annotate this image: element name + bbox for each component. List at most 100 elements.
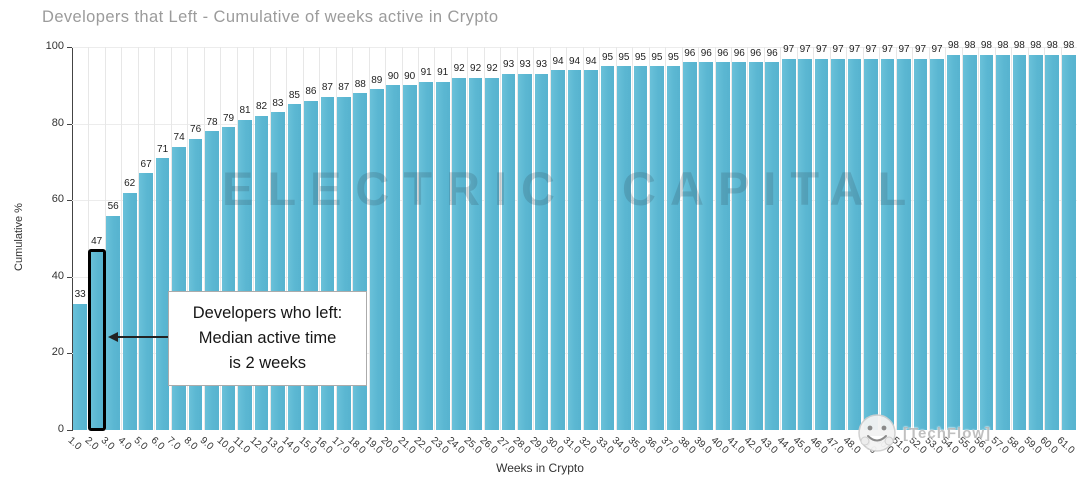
- x-tick-label: 1.0: [65, 435, 84, 453]
- vertical-gridline: [236, 47, 238, 430]
- bar: [1028, 54, 1043, 430]
- vertical-gridline: [368, 47, 370, 430]
- bar: [913, 58, 928, 430]
- vertical-gridline: [582, 47, 584, 430]
- bar-value-label: 97: [783, 44, 795, 55]
- vertical-gridline: [253, 47, 255, 430]
- y-axis-line: [72, 47, 73, 431]
- vertical-gridline: [549, 47, 551, 430]
- vertical-gridline: [615, 47, 617, 430]
- bar-value-label: 62: [124, 178, 136, 189]
- bar: [650, 66, 664, 430]
- bar: [765, 62, 780, 430]
- x-tick-label: 2.0: [82, 435, 101, 453]
- bar-value-label: 97: [881, 44, 894, 55]
- vertical-gridline: [352, 47, 354, 430]
- vertical-gridline: [780, 47, 782, 430]
- vertical-gridline: [731, 47, 733, 430]
- bar: [682, 62, 697, 430]
- bar: [897, 58, 911, 430]
- y-tick-mark: [67, 353, 72, 355]
- bar: [139, 173, 153, 430]
- annotation-line-1: Developers who left:: [192, 304, 343, 323]
- bar-value-label: 96: [700, 47, 712, 59]
- bar: [386, 85, 401, 430]
- y-tick-label: 40: [51, 269, 64, 282]
- vertical-gridline: [286, 47, 288, 430]
- vertical-gridline: [170, 47, 172, 430]
- bar-value-label: 92: [486, 63, 498, 75]
- vertical-gridline: [763, 47, 765, 430]
- bar-value-label: 95: [651, 51, 663, 63]
- bar: [106, 215, 121, 430]
- bar: [485, 77, 499, 430]
- bar: [551, 70, 565, 430]
- vertical-gridline: [121, 47, 123, 430]
- bar-value-label: 89: [371, 74, 383, 86]
- bar: [73, 303, 88, 430]
- x-tick-label: 8.0: [181, 435, 199, 453]
- annotation-line-3: is 2 weeks: [228, 353, 307, 372]
- x-tick-label: 30.0: [543, 435, 566, 457]
- vertical-gridline: [698, 47, 700, 430]
- vertical-gridline: [302, 47, 304, 430]
- vertical-gridline: [319, 47, 321, 430]
- bar-value-label: 97: [832, 44, 844, 55]
- vertical-gridline: [533, 47, 535, 430]
- vertical-gridline: [1011, 47, 1013, 430]
- bar: [633, 66, 648, 430]
- bar-value-label: 94: [585, 55, 597, 67]
- bar: [715, 62, 730, 430]
- bar-value-label: 97: [914, 44, 927, 55]
- annotation-box: Developers who left: Median active time …: [168, 291, 367, 386]
- bar-value-label: 97: [816, 44, 828, 55]
- vertical-gridline: [417, 47, 419, 430]
- y-tick-mark: [67, 200, 72, 202]
- bar: [188, 138, 203, 430]
- bar-value-label: 95: [634, 51, 646, 63]
- vertical-gridline: [796, 47, 798, 430]
- vertical-gridline: [813, 47, 815, 430]
- bar: [781, 58, 796, 430]
- bar: [1012, 54, 1027, 430]
- vertical-gridline: [665, 47, 667, 430]
- vertical-gridline: [928, 47, 930, 430]
- vertical-gridline: [269, 47, 271, 430]
- vertical-gridline: [401, 47, 403, 430]
- vertical-gridline: [335, 47, 337, 430]
- bar-value-label: 78: [206, 116, 218, 128]
- x-tick-label: 6.0: [148, 435, 166, 453]
- bar: [567, 70, 582, 430]
- bar: [1061, 54, 1076, 430]
- bar-value-label: 98: [1063, 40, 1075, 52]
- bar-value-label: 67: [140, 158, 152, 170]
- vertical-gridline: [483, 47, 485, 430]
- bar-value-label: 95: [618, 51, 630, 63]
- bar: [584, 70, 598, 430]
- vertical-gridline: [599, 47, 601, 430]
- vertical-gridline: [500, 47, 502, 430]
- bar-value-label: 90: [387, 70, 399, 82]
- x-tick-label: 5.0: [131, 435, 150, 453]
- vertical-gridline: [945, 47, 947, 430]
- bar-value-label: 87: [321, 82, 333, 94]
- bar: [814, 58, 829, 430]
- vertical-gridline: [846, 47, 848, 430]
- bar-value-label: 83: [272, 97, 284, 109]
- vertical-gridline: [747, 47, 749, 430]
- vertical-gridline: [829, 47, 831, 430]
- bar-value-label: 95: [667, 51, 679, 63]
- chart-title: Developers that Left - Cumulative of wee…: [42, 8, 499, 26]
- bottom-right-watermark-text: [TechFlow]: [903, 425, 992, 442]
- bar-value-label: 96: [733, 47, 745, 59]
- vertical-gridline: [137, 47, 139, 430]
- bar-value-label: 71: [157, 143, 169, 155]
- vertical-gridline: [187, 47, 189, 430]
- bar: [666, 66, 681, 430]
- bar-value-label: 98: [980, 40, 992, 52]
- bar: [402, 85, 417, 430]
- bar-value-label: 98: [964, 40, 976, 52]
- bar-value-label: 97: [898, 44, 910, 55]
- bar-value-label: 98: [997, 40, 1009, 52]
- bar-value-label: 33: [74, 289, 86, 301]
